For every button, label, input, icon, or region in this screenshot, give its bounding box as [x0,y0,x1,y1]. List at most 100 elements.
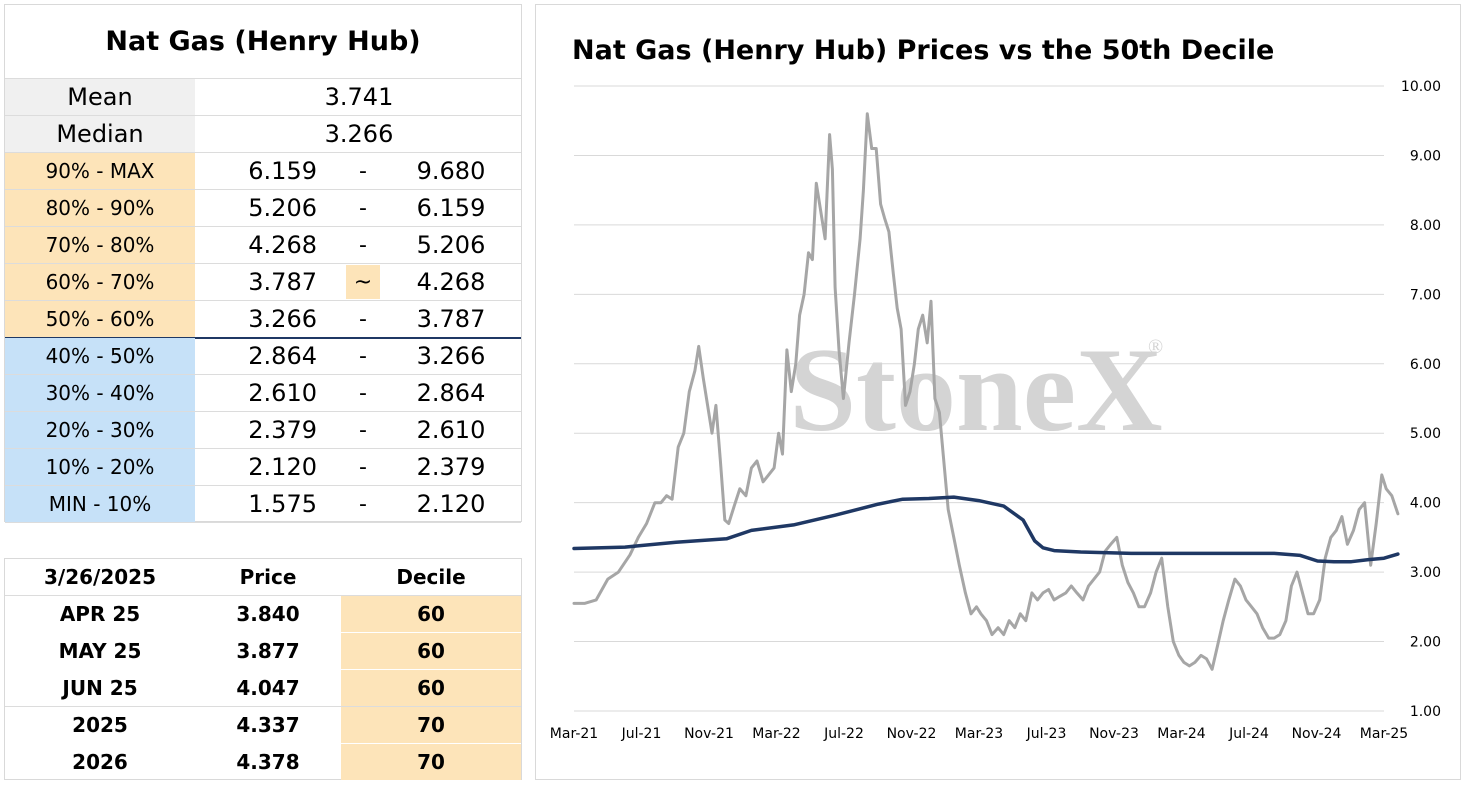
decile-row: 40% - 50% 2.864 - 3.266 [5,338,521,375]
chart-title: Nat Gas (Henry Hub) Prices vs the 50th D… [572,35,1275,66]
decile-row: MIN - 10% 1.575 - 2.120 [5,486,521,523]
x-tick-label: Mar-24 [1157,726,1205,742]
x-tick-label: Nov-22 [887,726,937,742]
decile-high-value: 2.379 [416,453,486,481]
x-axis-ticks: Mar-21 Jul-21 Nov-21 Mar-22 Jul-22 Nov-22 Mar-… [550,726,1408,742]
table-rule [5,411,521,412]
x-tick-label: Jul-22 [823,726,864,742]
y-tick-label: 7.00 [1410,287,1441,303]
decile-row: 60% - 70% 3.787 ~4.268 [5,264,521,301]
decile-low-value: 2.610 [248,379,317,407]
price-chart: StoneX ® 1.00 2.00 3.00 4.00 5.00 6.00 7.00 8.0… [550,79,1441,742]
decile-low-value: 2.864 [248,342,317,370]
y-tick-label: 6.00 [1410,357,1441,373]
futures-header-row: 3/26/2025 Price Decile [5,559,521,596]
contract-label: 2026 [72,750,128,774]
y-tick-label: 9.00 [1410,148,1441,164]
futures-decile-header: Decile [396,565,466,589]
range-separator: - [359,343,367,369]
x-tick-label: Nov-24 [1292,726,1342,742]
contract-price: 3.840 [236,602,300,626]
range-separator: - [359,158,367,184]
x-tick-label: Mar-22 [752,726,800,742]
contract-label: MAY 25 [58,639,142,663]
table-rule [5,595,521,596]
contract-label: APR 25 [59,602,141,626]
range-separator: - [359,195,367,221]
decile-row: 50% - 60% 3.266 - 3.787 [5,301,521,338]
range-separator: - [359,454,367,480]
decile-row: 10% - 20% 2.120 - 2.379 [5,449,521,486]
contract-price: 4.378 [236,750,300,774]
y-tick-label: 3.00 [1410,565,1441,581]
median-row: Median 3.266 [5,116,521,153]
futures-date-header: 3/26/2025 [43,565,157,589]
decile-stats-table: Nat Gas (Henry Hub) Mean 3.741 Median 3.… [4,4,522,523]
futures-row: JUN 25 4.047 60 [5,670,521,707]
decile-low-value: 5.206 [248,194,317,222]
futures-row: 2025 4.337 70 [5,707,521,744]
table-rule [5,374,521,375]
y-tick-label: 4.00 [1410,496,1441,512]
y-tick-label: 1.00 [1410,704,1441,720]
decile-low-value: 3.787 [248,268,317,296]
range-separator: - [359,380,367,406]
price-line [572,112,1400,671]
decile-high-value: 6.159 [416,194,486,222]
decile-low-value: 1.575 [248,490,317,518]
contract-decile: 60 [341,633,521,669]
contract-decile: 70 [341,707,521,743]
table-rule [5,78,521,79]
decile-row: 90% - MAX 6.159 - 9.680 [5,153,521,190]
contract-price: 4.047 [236,676,300,700]
table-rule [5,522,521,523]
futures-row: 2026 4.378 70 [5,744,521,781]
contract-decile: 60 [341,596,521,632]
table-rule [5,706,521,707]
range-separator: - [359,417,367,443]
price-chart-panel: Nat Gas (Henry Hub) Prices vs the 50th D… [535,4,1461,780]
futures-decile-table: 3/26/2025 Price Decile APR 25 3.840 60 MAY … [4,558,522,780]
y-axis-ticks: 1.00 2.00 3.00 4.00 5.00 6.00 7.00 8.00 9.00 10.0… [1401,79,1441,720]
median-decile-line [572,495,1400,564]
x-tick-label: Jul-21 [621,726,662,742]
decile-range-label: 70% - 80% [5,227,195,263]
contract-price: 4.337 [236,713,300,737]
decile-row: 30% - 40% 2.610 - 2.864 [5,375,521,412]
x-tick-label: Mar-21 [550,726,598,742]
contract-decile: 70 [341,744,521,780]
y-tick-label: 10.00 [1401,79,1441,95]
decile-high-value: 3.266 [416,342,486,370]
contract-price: 3.877 [236,639,300,663]
futures-row: MAY 25 3.877 60 [5,633,521,670]
decile-low-value: 2.120 [248,453,317,481]
range-separator: - [359,306,367,332]
y-tick-label: 5.00 [1410,426,1441,442]
decile-range-label: 90% - MAX [5,153,195,189]
decile-row: 70% - 80% 4.268 - 5.206 [5,227,521,264]
stonex-watermark: StoneX [789,323,1162,456]
decile-range-label: 60% - 70% [5,264,195,300]
x-tick-label: Mar-25 [1360,726,1408,742]
decile-high-value: 4.268 [416,268,486,296]
futures-row: APR 25 3.840 60 [5,596,521,633]
decile-range-label: 30% - 40% [5,375,195,411]
range-separator: - [359,232,367,258]
decile-low-value: 3.266 [248,305,317,333]
decile-high-value: 3.787 [416,305,486,333]
x-tick-label: Jul-24 [1228,726,1269,742]
decile-range-label: 80% - 90% [5,190,195,226]
x-tick-label: Mar-23 [955,726,1003,742]
median-value: 3.266 [324,120,394,148]
decile-range-label: 20% - 30% [5,412,195,448]
contract-label: JUN 25 [62,676,138,700]
decile-range-label: 10% - 20% [5,449,195,485]
x-tick-label: Jul-23 [1026,726,1067,742]
current-decile-marker: ~ [346,265,380,299]
contract-label: 2025 [72,713,128,737]
decile-high-value: 5.206 [416,231,486,259]
median-label: Median [5,116,195,152]
decile-low-value: 2.379 [248,416,317,444]
decile-row: 20% - 30% 2.379 - 2.610 [5,412,521,449]
table-rule [5,226,521,227]
